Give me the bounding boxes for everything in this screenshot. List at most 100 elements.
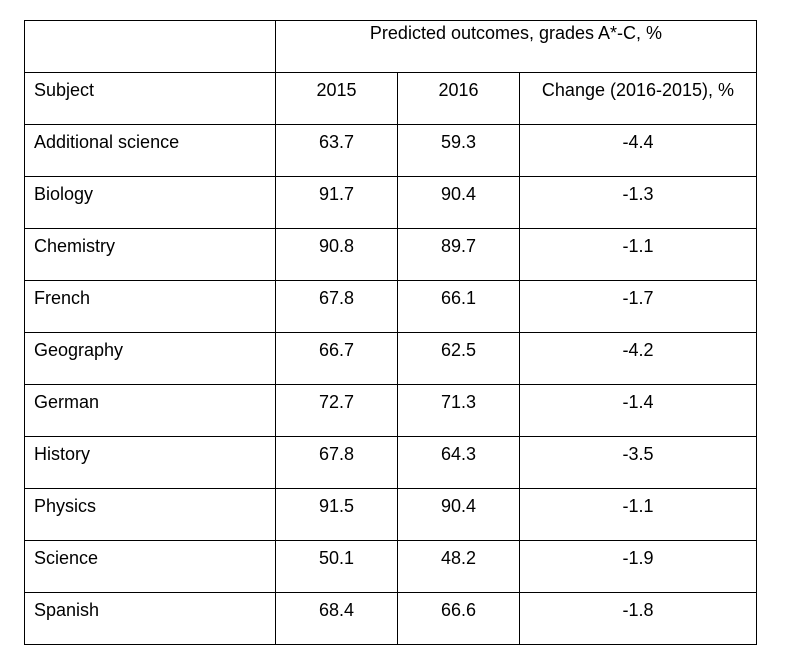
table-row: Spanish 68.4 66.6 -1.8 <box>24 592 757 645</box>
change-cell-text: -1.9 <box>622 548 654 568</box>
subject-cell-text: Science <box>34 548 99 568</box>
empty-corner-cell <box>24 20 276 73</box>
table-row: Geography 66.7 62.5 -4.2 <box>24 332 757 385</box>
value-2015-cell-text: 50.1 <box>318 548 355 568</box>
value-2016-cell-text: 90.4 <box>440 184 477 204</box>
table-row: French 67.8 66.1 -1.7 <box>24 280 757 333</box>
value-2016-cell: 90.4 <box>397 176 520 229</box>
change-cell: -3.5 <box>519 436 757 489</box>
value-2016-cell: 59.3 <box>397 124 520 177</box>
group-header-row: Predicted outcomes, grades A*-C, % <box>24 20 757 73</box>
change-cell: -1.9 <box>519 540 757 593</box>
value-2015-cell: 67.8 <box>275 436 398 489</box>
change-cell-text: -1.8 <box>622 600 654 620</box>
column-header-2015: 2015 <box>275 72 398 125</box>
value-2015-cell: 90.8 <box>275 228 398 281</box>
value-2015-cell: 91.5 <box>275 488 398 541</box>
table-row: German 72.7 71.3 -1.4 <box>24 384 757 437</box>
change-cell: -1.4 <box>519 384 757 437</box>
value-2015-cell: 67.8 <box>275 280 398 333</box>
value-2016-cell: 66.6 <box>397 592 520 645</box>
value-2015-cell-text: 91.5 <box>318 496 355 516</box>
value-2016-cell-text: 59.3 <box>440 132 477 152</box>
subject-cell-text: German <box>34 392 100 412</box>
value-2016-cell-text: 48.2 <box>440 548 477 568</box>
value-2016-cell: 71.3 <box>397 384 520 437</box>
table-row: Additional science 63.7 59.3 -4.4 <box>24 124 757 177</box>
subject-cell-text: Geography <box>34 340 124 360</box>
change-cell-text: -4.4 <box>622 132 654 152</box>
value-2015-cell-text: 67.8 <box>318 444 355 464</box>
value-2015-cell-text: 63.7 <box>318 132 355 152</box>
value-2015-cell: 63.7 <box>275 124 398 177</box>
value-2016-cell-text: 62.5 <box>440 340 477 360</box>
column-header-change-label: Change (2016-2015), % <box>541 80 735 100</box>
subject-cell-text: Chemistry <box>34 236 116 256</box>
subject-cell: Biology <box>24 176 276 229</box>
value-2016-cell: 66.1 <box>397 280 520 333</box>
column-header-2015-label: 2015 <box>316 80 357 100</box>
change-cell-text: -1.1 <box>622 236 654 256</box>
grades-table: Predicted outcomes, grades A*-C, % Subje… <box>24 20 757 645</box>
column-header-2016: 2016 <box>397 72 520 125</box>
value-2015-cell: 72.7 <box>275 384 398 437</box>
table-row: Chemistry 90.8 89.7 -1.1 <box>24 228 757 281</box>
value-2015-cell: 66.7 <box>275 332 398 385</box>
subject-cell-text: Biology <box>34 184 94 204</box>
value-2016-cell-text: 71.3 <box>440 392 477 412</box>
subject-cell-text: Spanish <box>34 600 100 620</box>
column-header-subject-label: Subject <box>34 80 95 100</box>
table-row: History 67.8 64.3 -3.5 <box>24 436 757 489</box>
table-row: Physics 91.5 90.4 -1.1 <box>24 488 757 541</box>
subject-cell: History <box>24 436 276 489</box>
subject-cell-text: French <box>34 288 91 308</box>
subject-cell-text: Additional science <box>34 132 180 152</box>
change-cell-text: -1.7 <box>622 288 654 308</box>
subject-cell: Chemistry <box>24 228 276 281</box>
subject-cell: Geography <box>24 332 276 385</box>
change-cell-text: -1.4 <box>622 392 654 412</box>
value-2015-cell: 68.4 <box>275 592 398 645</box>
table-body: Predicted outcomes, grades A*-C, % Subje… <box>24 20 757 645</box>
change-cell: -4.2 <box>519 332 757 385</box>
change-cell: -1.1 <box>519 228 757 281</box>
value-2016-cell-text: 66.6 <box>440 600 477 620</box>
subject-cell-text: Physics <box>34 496 97 516</box>
value-2016-cell-text: 64.3 <box>440 444 477 464</box>
change-cell-text: -1.1 <box>622 496 654 516</box>
subject-cell: German <box>24 384 276 437</box>
change-cell: -1.1 <box>519 488 757 541</box>
value-2016-cell: 48.2 <box>397 540 520 593</box>
change-cell-text: -1.3 <box>622 184 654 204</box>
column-header-change: Change (2016-2015), % <box>519 72 757 125</box>
change-cell: -1.7 <box>519 280 757 333</box>
table-row: Science 50.1 48.2 -1.9 <box>24 540 757 593</box>
subject-cell-text: History <box>34 444 91 464</box>
group-header-cell: Predicted outcomes, grades A*-C, % <box>275 20 757 73</box>
subject-cell: French <box>24 280 276 333</box>
change-cell-text: -3.5 <box>622 444 654 464</box>
column-header-2016-label: 2016 <box>438 80 479 100</box>
value-2015-cell-text: 67.8 <box>318 288 355 308</box>
column-header-row: Subject 2015 2016 Change (2016-2015), % <box>24 72 757 125</box>
value-2016-cell: 64.3 <box>397 436 520 489</box>
change-cell: -1.3 <box>519 176 757 229</box>
value-2016-cell-text: 90.4 <box>440 496 477 516</box>
value-2016-cell: 62.5 <box>397 332 520 385</box>
change-cell: -4.4 <box>519 124 757 177</box>
change-cell-text: -4.2 <box>622 340 654 360</box>
value-2016-cell-text: 66.1 <box>440 288 477 308</box>
value-2015-cell-text: 66.7 <box>318 340 355 360</box>
subject-cell: Additional science <box>24 124 276 177</box>
subject-cell: Physics <box>24 488 276 541</box>
value-2016-cell-text: 89.7 <box>440 236 477 256</box>
subject-cell: Science <box>24 540 276 593</box>
change-cell: -1.8 <box>519 592 757 645</box>
value-2015-cell-text: 68.4 <box>318 600 355 620</box>
column-header-subject: Subject <box>24 72 276 125</box>
value-2015-cell: 91.7 <box>275 176 398 229</box>
value-2015-cell-text: 72.7 <box>318 392 355 412</box>
value-2016-cell: 90.4 <box>397 488 520 541</box>
value-2015-cell-text: 91.7 <box>318 184 355 204</box>
value-2015-cell-text: 90.8 <box>318 236 355 256</box>
